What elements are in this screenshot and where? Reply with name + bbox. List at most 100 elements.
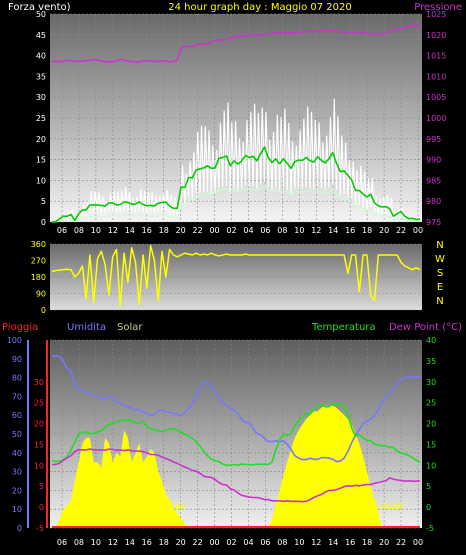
humidity-tick-label: 60 [12,411,22,420]
legend-temperature: Temperatura [311,322,376,333]
temperature-line [51,402,421,467]
wind-tick-label: 45 [36,31,46,40]
wind-avg-line [51,146,421,223]
time-tick-label: 10 [294,538,304,547]
pressure-tick-label: 1015 [426,52,446,61]
time-tick-label: 20 [176,538,186,547]
time-tick-label: 18 [159,538,169,547]
time-tick-label: 12 [311,226,321,235]
temp-tick-label: 5 [426,482,431,491]
compass-letter: N [436,296,443,307]
time-tick-label: 02 [226,226,236,235]
header-title: 24 hour graph day : Maggio 07 2020 [168,2,351,13]
time-tick-label: 18 [362,226,372,235]
temp-tick-label: 25 [426,399,436,408]
header-pressure-label: Pressione [414,2,462,13]
time-tick-label: 22 [396,538,406,547]
humidity-tick-label: 70 [12,392,22,401]
time-tick-label: 00 [209,538,219,547]
time-tick-label: 14 [328,538,338,547]
climate-series [51,355,421,528]
climate-axis-labels: 0 10 20 30 40 50 60 70 80 90 100 -5 0 5 10 15 20 25 30 -5 0 5… [7,336,436,533]
time-tick-label: 16 [142,538,152,547]
time-tick-label: 10 [91,538,101,547]
time-tick-label: 08 [74,538,84,547]
sunset-label-2: SunSet [372,502,404,512]
legend-solar: Solar [117,322,143,333]
time-tick-label: 12 [108,538,118,547]
time-tick-label: 10 [91,226,101,235]
time-tick-label: 16 [345,538,355,547]
time-tick-label: 06 [57,226,67,235]
wind-tick-label: 15 [36,156,46,165]
wind-tick-label: 50 [36,10,46,19]
time-tick-label: 14 [125,226,135,235]
time-tick-label: 08 [277,226,287,235]
pressure-tick-label: 1010 [426,72,446,81]
time-tick-label: 06 [260,538,270,547]
humidity-tick-label: 80 [12,374,22,383]
compass-letter: N [436,240,443,251]
humidity-line [52,355,421,463]
sunset-label-1: SunSet [152,502,184,512]
pressure-line [52,24,421,63]
wind-avg-light-line [52,185,421,223]
rain-tick-label: 10 [34,461,44,470]
pressure-tick-label: 990 [426,156,441,165]
temp-tick-label: 0 [426,503,431,512]
solar-series [52,405,420,528]
pressure-tick-label: 1005 [426,93,446,102]
temp-tick-label: -5 [426,524,434,533]
wind-axis-labels: 0 5 10 15 20 25 30 35 40 45 50 [36,10,46,227]
time-tick-label: 12 [108,226,118,235]
humidity-tick-label: 0 [17,524,22,533]
time-tick-label: 22 [193,538,203,547]
direction-tick-label: 360 [31,240,46,249]
rain-tick-label: 5 [39,482,44,491]
direction-grid [50,243,422,311]
humidity-tick-label: 10 [12,505,22,514]
humidity-tick-label: 40 [12,449,22,458]
time-tick-label: 08 [277,538,287,547]
direction-line [51,245,421,308]
time-tick-label: 16 [142,226,152,235]
time-tick-label: 20 [379,226,389,235]
pressure-tick-label: 1025 [426,10,446,19]
humidity-tick-label: 20 [12,486,22,495]
temp-tick-label: 15 [426,440,436,449]
temp-tick-label: 30 [426,378,436,387]
rain-tick-label: 25 [34,399,44,408]
compass-letter: S [437,268,443,279]
time-tick-label: 00 [413,226,423,235]
compass-letter: E [437,282,443,293]
wind-tick-label: 10 [36,176,46,185]
wind-gust-line [52,98,423,223]
pressure-tick-label: 980 [426,197,441,206]
time-tick-label: 04 [243,538,253,547]
time-tick-label: 22 [396,226,406,235]
direction-tick-label: 0 [41,306,46,315]
temp-tick-label: 10 [426,461,436,470]
legend-dewpoint: Dew Point (°C) [389,322,462,333]
rain-tick-label: 0 [39,503,44,512]
humidity-tick-label: 30 [12,468,22,477]
time-tick-label: 18 [159,226,169,235]
time-tick-label: 08 [74,226,84,235]
wind-tick-label: 25 [36,114,46,123]
pressure-tick-label: 995 [426,135,441,144]
rain-tick-label: -5 [36,524,44,533]
pressure-tick-label: 975 [426,218,441,227]
direction-tick-label: 180 [31,273,46,282]
time-axis-labels-bottom: 06 08 10 12 14 16 18 20 22 00 02 04 06 08 10 12 14 16 18 20… [57,538,423,547]
time-tick-label: 06 [57,538,67,547]
humidity-tick-label: 90 [12,355,22,364]
direction-series [51,245,421,308]
wind-tick-label: 20 [36,135,46,144]
time-tick-label: 00 [413,538,423,547]
wind-pressure-series [51,24,423,223]
pressure-tick-label: 1020 [426,31,446,40]
pressure-tick-label: 985 [426,176,441,185]
time-axis-labels-top: 06 08 10 12 14 16 18 20 22 00 02 04 06 08 10 12 14 16 18 20… [57,226,423,235]
